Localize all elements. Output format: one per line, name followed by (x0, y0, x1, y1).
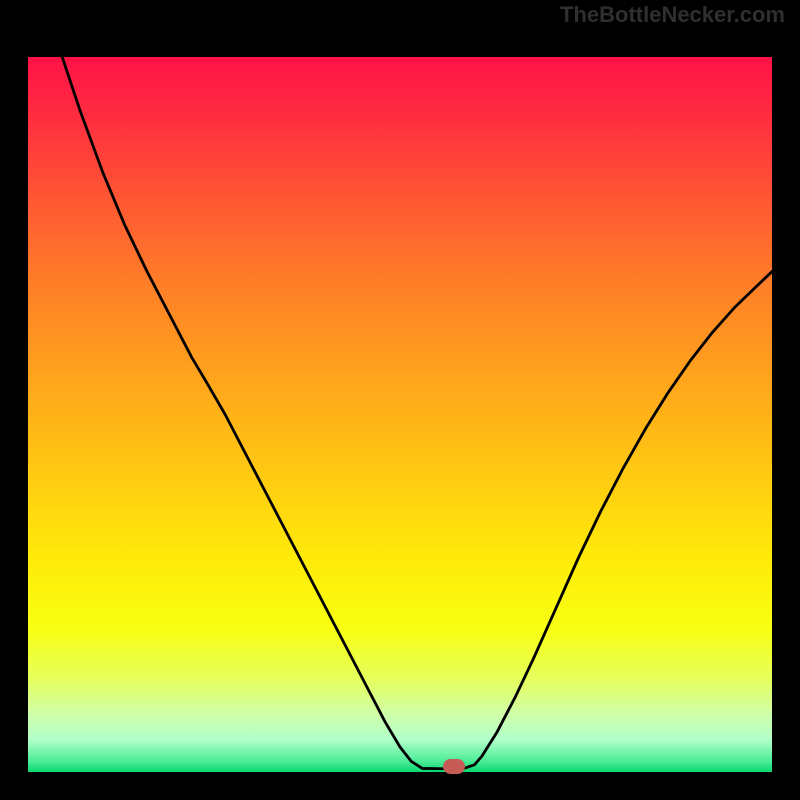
bottleneck-chart (28, 57, 772, 772)
optimum-marker (443, 759, 465, 774)
chart-background (28, 57, 772, 772)
watermark-text: TheBottleNecker.com (560, 2, 785, 28)
